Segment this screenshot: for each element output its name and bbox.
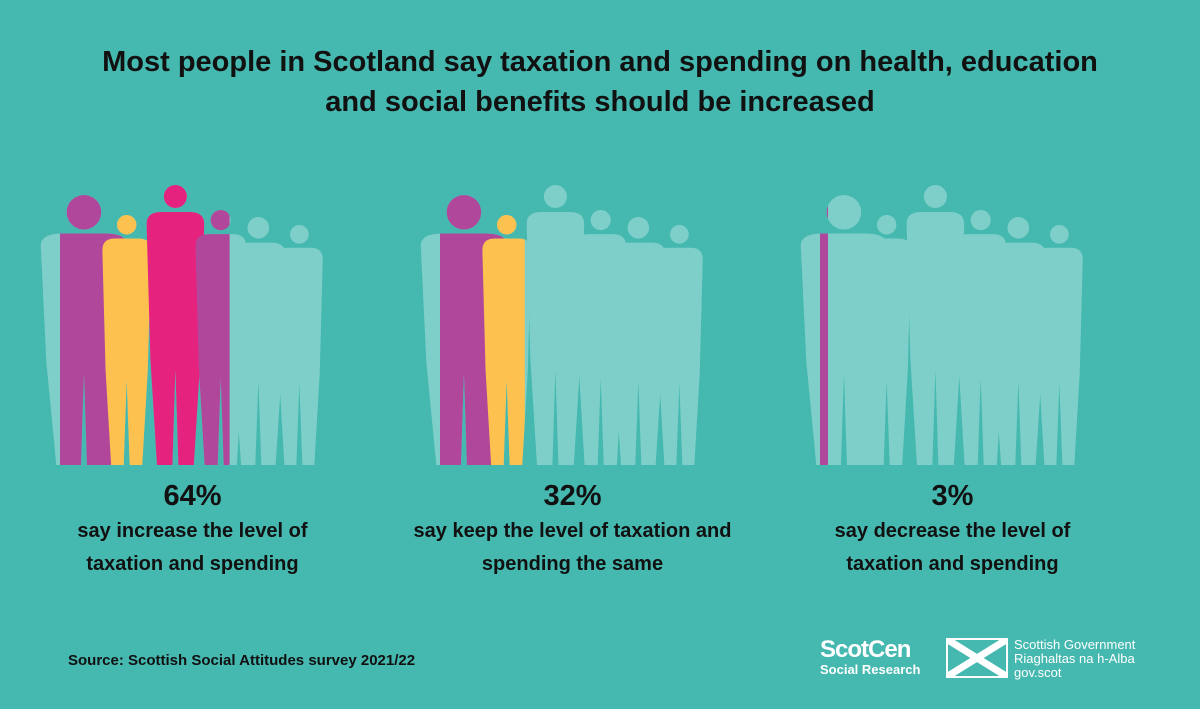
figures-empty	[800, 185, 1083, 465]
figures-filled	[820, 205, 828, 465]
head	[1007, 217, 1030, 239]
body	[526, 212, 585, 465]
head	[496, 215, 517, 235]
gov-line: Scottish Government	[1014, 637, 1136, 652]
body	[862, 238, 911, 465]
title: Most people in Scotland say taxation and…	[102, 46, 1098, 118]
head	[627, 217, 650, 239]
scotcen-sub: Social Research	[820, 662, 921, 677]
scotcen-logo: ScotCen	[820, 636, 911, 663]
body	[991, 242, 1046, 465]
value-label: 32%	[543, 480, 602, 512]
head	[446, 195, 482, 230]
body	[195, 234, 230, 465]
figures-filled	[440, 195, 525, 465]
body	[275, 247, 323, 465]
head	[1049, 225, 1069, 244]
body	[820, 233, 828, 465]
head	[826, 195, 862, 230]
head	[876, 215, 897, 235]
body	[1035, 247, 1083, 465]
gov-line: gov.scot	[1014, 665, 1062, 680]
gov-line: Riaghaltas na h-Alba	[1014, 651, 1135, 666]
value-label: 64%	[163, 480, 222, 512]
head	[543, 185, 567, 209]
body	[102, 238, 151, 465]
body	[655, 247, 703, 465]
head	[590, 210, 611, 231]
body	[611, 242, 666, 465]
body	[906, 212, 965, 465]
body	[231, 242, 286, 465]
source: Source: Scottish Social Attitudes survey…	[68, 652, 416, 669]
body	[482, 238, 525, 465]
figures-filled	[60, 185, 230, 465]
head	[247, 217, 270, 239]
saltire	[946, 638, 1008, 678]
head	[826, 205, 828, 219]
head	[66, 195, 102, 230]
head	[163, 185, 187, 209]
head	[970, 210, 991, 231]
head	[116, 215, 137, 235]
head	[669, 225, 689, 244]
head	[289, 225, 309, 244]
category-label: say keep the level of taxation and spend…	[413, 520, 732, 575]
value-label: 3%	[931, 480, 974, 512]
head	[923, 185, 947, 209]
category-label: say decrease the level of taxation and s…	[834, 520, 1071, 575]
gov-logo: Scottish Government Riaghaltas na h-Alba…	[1014, 638, 1135, 680]
body	[146, 212, 205, 465]
head	[210, 210, 230, 231]
category-label: say increase the level of taxation and s…	[77, 520, 308, 575]
